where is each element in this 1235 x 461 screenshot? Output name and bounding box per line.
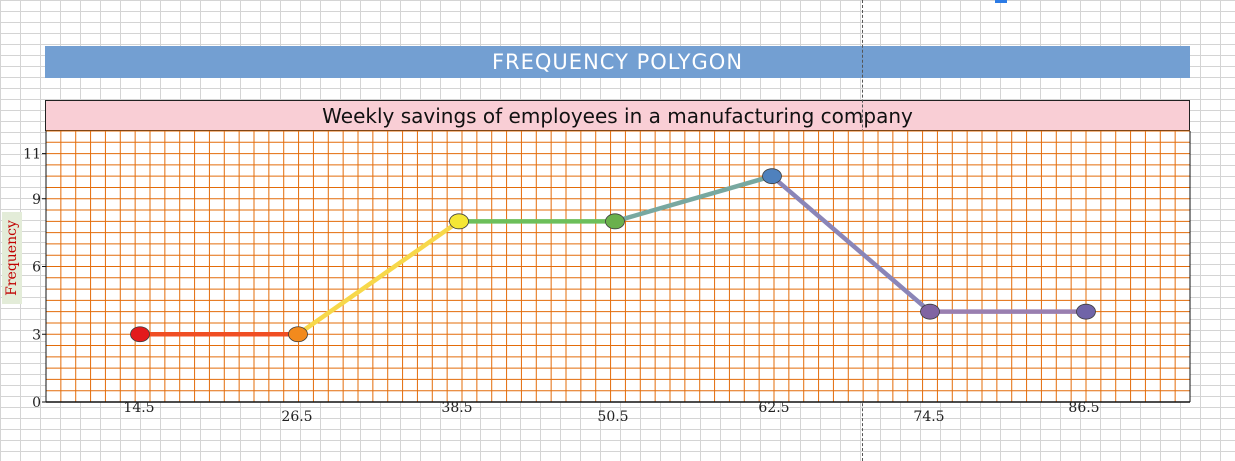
y-tick-label: 6	[32, 260, 41, 276]
polygon-segment	[769, 173, 933, 314]
chart-banner: FREQUENCY POLYGON	[45, 46, 1190, 78]
x-tick-label: 62.5	[758, 400, 789, 416]
y-axis-label: Frequency	[2, 212, 22, 304]
polygon-points	[130, 168, 1096, 343]
y-tick-labels: 0 3 6 9 11	[23, 147, 46, 411]
y-tick-label: 9	[32, 192, 41, 208]
x-tick-label: 50.5	[597, 409, 628, 425]
y-tick-label: 11	[23, 147, 41, 163]
x-tick-labels: 14.5 26.5 38.5 50.5 62.5 74.5 86.5	[123, 400, 1099, 425]
data-point	[762, 168, 782, 185]
x-tick-label: 74.5	[913, 409, 944, 425]
data-point	[449, 213, 469, 230]
data-point	[130, 326, 150, 343]
polygon-segment	[295, 219, 462, 337]
polygon-segments	[137, 173, 1089, 337]
banner-title: FREQUENCY POLYGON	[491, 50, 744, 74]
y-tick-label: 0	[32, 395, 41, 411]
polygon-segment	[612, 173, 775, 224]
data-point	[605, 213, 625, 230]
chart-title-text: Weekly savings of employees in a manufac…	[322, 103, 913, 128]
data-point	[1076, 303, 1096, 320]
chart-grid	[45, 130, 1191, 403]
x-tick-label: 86.5	[1068, 400, 1099, 416]
x-tick-label: 26.5	[281, 409, 312, 425]
x-tick-label: 14.5	[123, 400, 154, 416]
x-tick-label: 38.5	[441, 400, 472, 416]
y-tick-label: 3	[32, 327, 41, 343]
data-point	[288, 326, 308, 343]
data-point	[920, 303, 940, 320]
selection-marker	[995, 0, 1007, 3]
